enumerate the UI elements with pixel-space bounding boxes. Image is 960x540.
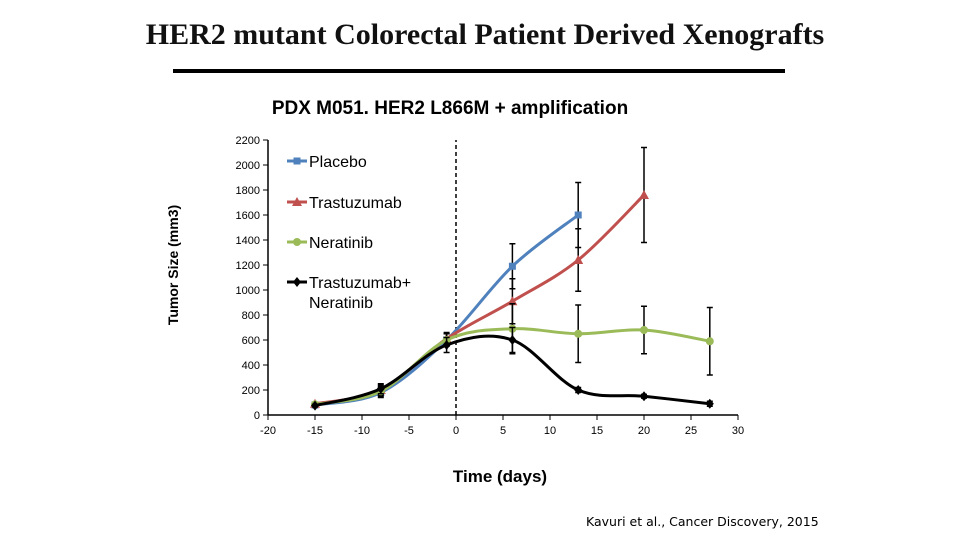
chart-title: PDX M051. HER2 L866M + amplification xyxy=(271,98,629,119)
series-diamond xyxy=(311,326,714,411)
y-tick-label: 200 xyxy=(242,385,260,397)
data-point xyxy=(376,383,385,394)
y-tick-label: 2000 xyxy=(236,160,260,172)
x-tick-label: -15 xyxy=(307,425,323,437)
data-point xyxy=(573,255,584,264)
data-point xyxy=(639,190,649,199)
data-point xyxy=(574,329,583,338)
y-tick-label: 2200 xyxy=(236,135,260,147)
x-tick-label: 15 xyxy=(591,425,603,437)
legend-label: Trastuzumab+ xyxy=(309,275,411,292)
y-tick-label: 400 xyxy=(242,360,260,372)
legend-swatch-marker xyxy=(292,197,302,206)
data-point xyxy=(574,385,583,395)
x-tick-label: 30 xyxy=(732,425,744,437)
y-tick-label: 1600 xyxy=(236,210,260,222)
x-axis-title: Time (days) xyxy=(453,467,547,486)
x-tick-label: 0 xyxy=(453,425,459,437)
x-tick-label: -20 xyxy=(260,425,276,437)
legend-swatch-marker xyxy=(293,157,301,165)
data-point xyxy=(574,211,582,219)
series-layer xyxy=(310,146,714,411)
y-tick-label: 1000 xyxy=(236,285,260,297)
title-underline xyxy=(173,69,785,73)
legend-label: Trastuzumab xyxy=(309,195,402,212)
legend-label: Neratinib xyxy=(309,295,373,312)
legend: Placebo Trastuzumab Neratinib Trastuzumab+ N… xyxy=(287,154,411,312)
legend-swatch-marker xyxy=(293,277,301,287)
y-axis-title: Tumor Size (mm3) xyxy=(165,205,181,325)
data-point xyxy=(640,391,648,402)
data-point xyxy=(640,326,648,334)
x-tick-label: 25 xyxy=(685,425,697,437)
y-tick-label: 600 xyxy=(242,335,260,347)
legend-swatch-marker xyxy=(293,238,301,246)
data-point xyxy=(705,398,714,409)
x-tick-label: 10 xyxy=(544,425,556,437)
y-tick-label: 1200 xyxy=(236,260,260,272)
slide-title: HER2 mutant Colorectal Patient Derived X… xyxy=(145,18,825,51)
data-point xyxy=(705,337,714,346)
x-tick-label: 5 xyxy=(500,425,506,437)
x-tick-label: 20 xyxy=(638,425,650,437)
y-tick-label: 0 xyxy=(254,410,260,422)
legend-label: Neratinib xyxy=(309,235,373,252)
x-tick-label: -5 xyxy=(404,425,414,437)
data-point xyxy=(442,340,451,350)
y-tick-label: 1800 xyxy=(236,185,260,197)
data-point xyxy=(508,262,516,270)
citation: Kavuri et al., Cancer Discovery, 2015 xyxy=(586,514,819,529)
data-point xyxy=(311,400,319,411)
y-tick-label: 1400 xyxy=(236,235,260,247)
x-tick-label: -10 xyxy=(354,425,370,437)
legend-label: Placebo xyxy=(309,154,367,171)
y-tick-label: 800 xyxy=(242,310,260,322)
data-point xyxy=(508,335,517,345)
axes: -20 -15 -10 -5 0 5 10 15 20 25 30 0 200 400 600 800 1000… xyxy=(236,135,745,437)
